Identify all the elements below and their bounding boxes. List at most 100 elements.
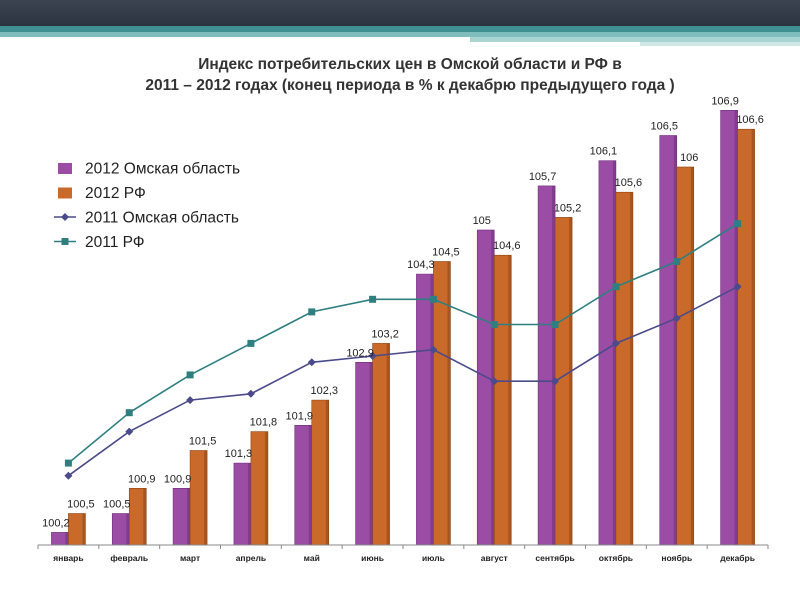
bar-side <box>430 274 434 545</box>
bar-side <box>673 135 677 545</box>
bar-side <box>751 129 755 545</box>
line-point <box>307 358 316 367</box>
line-point <box>125 427 134 436</box>
series-line <box>67 223 739 464</box>
legend-swatch <box>58 163 72 174</box>
line-point <box>368 352 377 360</box>
bar-side <box>369 362 373 545</box>
data-label: 104,6 <box>493 240 521 252</box>
bar-side <box>491 230 495 545</box>
decorative-stripe <box>640 42 800 46</box>
line-point <box>186 396 195 405</box>
data-label: 100,2 <box>42 517 70 529</box>
data-label: 101,9 <box>285 410 313 422</box>
legend-label: 2011 РФ <box>85 234 145 251</box>
data-label: 101,5 <box>189 436 217 448</box>
bar-side <box>308 425 312 545</box>
bar-side <box>612 160 616 545</box>
data-label: 100,5 <box>67 499 95 511</box>
legend-marker <box>61 213 69 221</box>
legend-swatch <box>58 187 72 199</box>
bar-side <box>82 513 86 545</box>
data-label: 106,5 <box>650 121 678 133</box>
bar-side <box>325 400 329 545</box>
line-point <box>551 377 560 386</box>
decorative-stripe <box>0 32 800 37</box>
line-point <box>672 314 681 323</box>
data-label: 105,6 <box>615 177 643 189</box>
data-label: 101,3 <box>225 448 253 460</box>
bar-side <box>629 192 633 545</box>
bar-side <box>552 185 556 545</box>
top-banner <box>0 0 800 26</box>
bar-side <box>690 167 694 545</box>
decorative-stripe <box>0 26 800 32</box>
data-label: 106 <box>680 152 698 164</box>
bar-side <box>187 488 191 545</box>
legend: 2012 Омская область 2012 РФ 2011 Омская об… <box>54 161 240 251</box>
legend-label: 2012 РФ <box>85 185 146 202</box>
data-label: 106,6 <box>736 114 764 126</box>
x-tick-label: февраль <box>110 553 148 563</box>
data-label: 100,9 <box>164 473 192 485</box>
x-tick-label: июнь <box>361 553 384 563</box>
series-line <box>67 285 738 477</box>
bar-side <box>264 431 268 545</box>
data-label: 106,9 <box>711 95 739 107</box>
line-point <box>551 321 559 328</box>
line-point <box>369 295 377 303</box>
data-label: 100,5 <box>103 499 131 511</box>
bar-layer <box>51 110 755 546</box>
data-label: 103,2 <box>371 328 399 340</box>
bar-side <box>247 463 251 545</box>
line-point <box>308 308 316 316</box>
line-point <box>429 345 438 354</box>
line-point <box>64 471 73 480</box>
data-label: 102,9 <box>346 347 374 359</box>
data-label: 101,8 <box>250 417 278 429</box>
x-tick-label: сентябрь <box>535 553 574 563</box>
line-point <box>64 459 72 467</box>
line-point <box>490 321 498 328</box>
bar-side <box>126 513 130 545</box>
x-tick-label: декабрь <box>720 553 755 563</box>
data-label: 106,1 <box>590 146 618 158</box>
line-point <box>733 282 742 291</box>
bar-side <box>508 255 512 545</box>
data-label: 105,7 <box>529 171 557 183</box>
data-label: 102,3 <box>310 385 338 397</box>
line-point <box>429 295 437 303</box>
line-point <box>611 339 620 348</box>
chart-title: Индекс потребительских цен в Омской обла… <box>90 54 730 96</box>
x-tick-label: ноябрь <box>661 553 692 563</box>
x-tick-label: май <box>304 553 320 563</box>
x-tick-label: январь <box>53 553 83 563</box>
chart-title-line-2: 2011 – 2012 годах (конец периода в % к д… <box>145 77 675 94</box>
bar-side <box>65 532 69 545</box>
line-point <box>734 220 742 228</box>
value-label-layer: 100,2 100,5 100,9 101,3 101,9 102,9 104,3 105 10… <box>42 95 764 529</box>
data-label: 104,3 <box>407 259 435 271</box>
x-tick-label: июль <box>422 553 445 563</box>
data-label: 100,9 <box>128 473 156 485</box>
data-label: 104,5 <box>432 247 460 259</box>
line-point <box>247 339 255 347</box>
line-point <box>186 371 194 379</box>
x-tick-label: апрель <box>236 553 266 563</box>
bar-side <box>569 217 573 545</box>
decorative-stripe <box>470 37 800 42</box>
line-layer <box>64 220 742 480</box>
legend-label: 2012 Омская область <box>85 161 240 178</box>
bar-side <box>386 343 390 545</box>
legend-marker <box>61 238 69 245</box>
data-label: 105 <box>473 215 491 227</box>
chart-title-line-1: Индекс потребительских цен в Омской обла… <box>198 56 622 73</box>
line-point <box>125 409 133 417</box>
line-point <box>246 389 255 398</box>
bar-side <box>447 261 451 545</box>
line-point <box>490 377 499 386</box>
data-label: 105,2 <box>554 202 582 214</box>
x-tick-label: март <box>180 553 200 563</box>
bar-side <box>734 110 738 546</box>
